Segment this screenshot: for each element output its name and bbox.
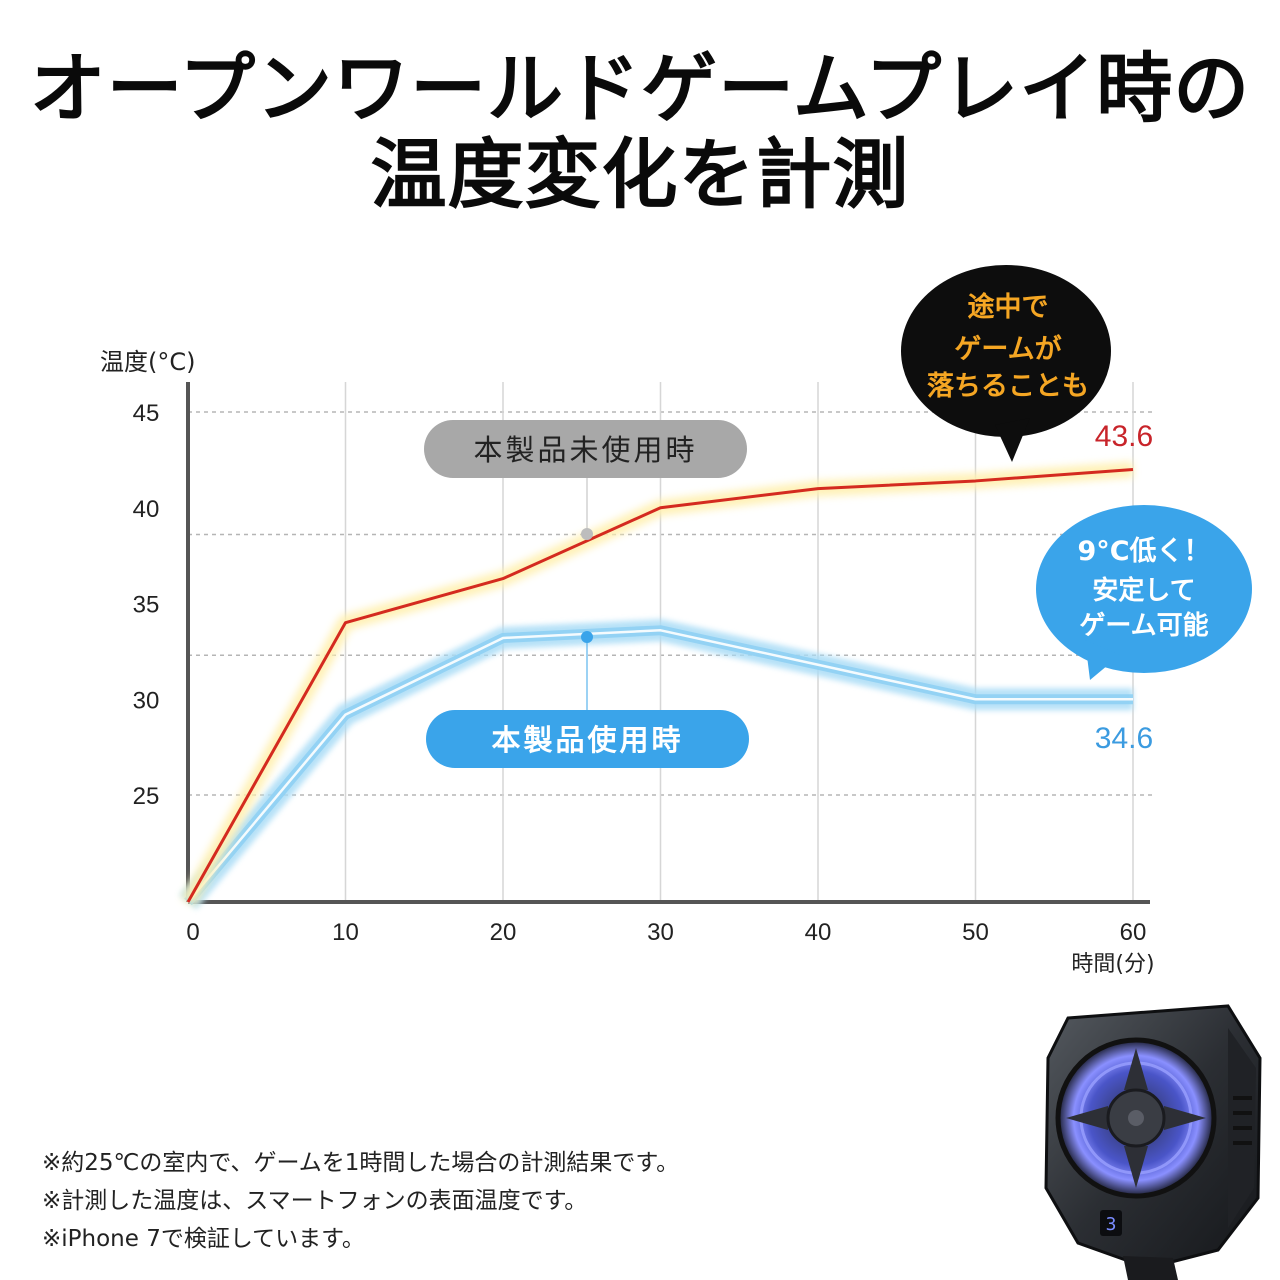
speech-bubble-tail <box>1085 640 1120 680</box>
bubble-text: 9°C低く！ <box>1077 536 1210 567</box>
y-tick-label: 35 <box>133 592 160 619</box>
x-tick-label: 60 <box>1120 919 1147 946</box>
legend-pill <box>426 710 749 768</box>
title-line-1: オープンワールドゲームプレイ時の <box>29 44 1251 133</box>
axes: 25 30 35 40 45 0 10 20 30 40 50 60 温度(°C) 時間(分) <box>100 348 1155 977</box>
bubble-text: 安定して <box>1092 575 1195 606</box>
speech-bubble-black <box>901 265 1111 437</box>
series <box>179 461 1134 910</box>
x-tick-label: 10 <box>332 919 359 946</box>
bubble-text: 落ちることも <box>927 371 1089 402</box>
speech-bubble-blue <box>1036 505 1252 673</box>
legend-marker <box>581 528 593 540</box>
legend-marker <box>581 631 593 643</box>
footnote: ※iPhone 7で検証しています。 <box>42 1226 365 1252</box>
x-tick-label: 20 <box>490 919 517 946</box>
footnote: ※約25℃の室内で、ゲームを1時間した場合の計測結果です。 <box>42 1150 680 1176</box>
bubble-text: ゲーム可能 <box>1079 610 1208 641</box>
y-tick-label: 45 <box>133 400 160 427</box>
title-line-2: 温度変化を計測 <box>370 130 910 219</box>
x-tick-label: 0 <box>186 919 199 946</box>
footnotes: ※約25℃の室内で、ゲームを1時間した場合の計測結果です。 ※計測した温度は、ス… <box>42 1144 679 1258</box>
legend-pill <box>424 420 747 478</box>
x-tick-label: 40 <box>805 919 832 946</box>
cooling-fan-device-image: 3 <box>1044 1004 1262 1280</box>
legend-label: 本製品使用時 <box>491 723 683 757</box>
svg-text:3: 3 <box>1106 1214 1117 1235</box>
y-tick-label: 25 <box>133 783 160 810</box>
speech-bubble-tail <box>995 418 1030 462</box>
temperature-chart: 25 30 35 40 45 0 10 20 30 40 50 60 温度(°C) 時間(分) 43.6 3… <box>100 265 1252 977</box>
bubble-text: 途中で <box>968 291 1049 323</box>
legend-label: 本製品未使用時 <box>473 433 697 467</box>
x-axis-title: 時間(分) <box>1071 952 1154 977</box>
x-tick-label: 50 <box>962 919 989 946</box>
bubble-text: ゲームが <box>954 333 1061 365</box>
end-value-label: 34.6 <box>1095 722 1153 755</box>
y-tick-label: 40 <box>133 496 160 523</box>
footnote: ※計測した温度は、スマートフォンの表面温度です。 <box>42 1188 588 1214</box>
y-axis-title: 温度(°C) <box>100 348 195 376</box>
end-value-label: 43.6 <box>1095 420 1153 453</box>
x-tick-label: 30 <box>647 919 674 946</box>
y-tick-label: 30 <box>133 687 160 714</box>
